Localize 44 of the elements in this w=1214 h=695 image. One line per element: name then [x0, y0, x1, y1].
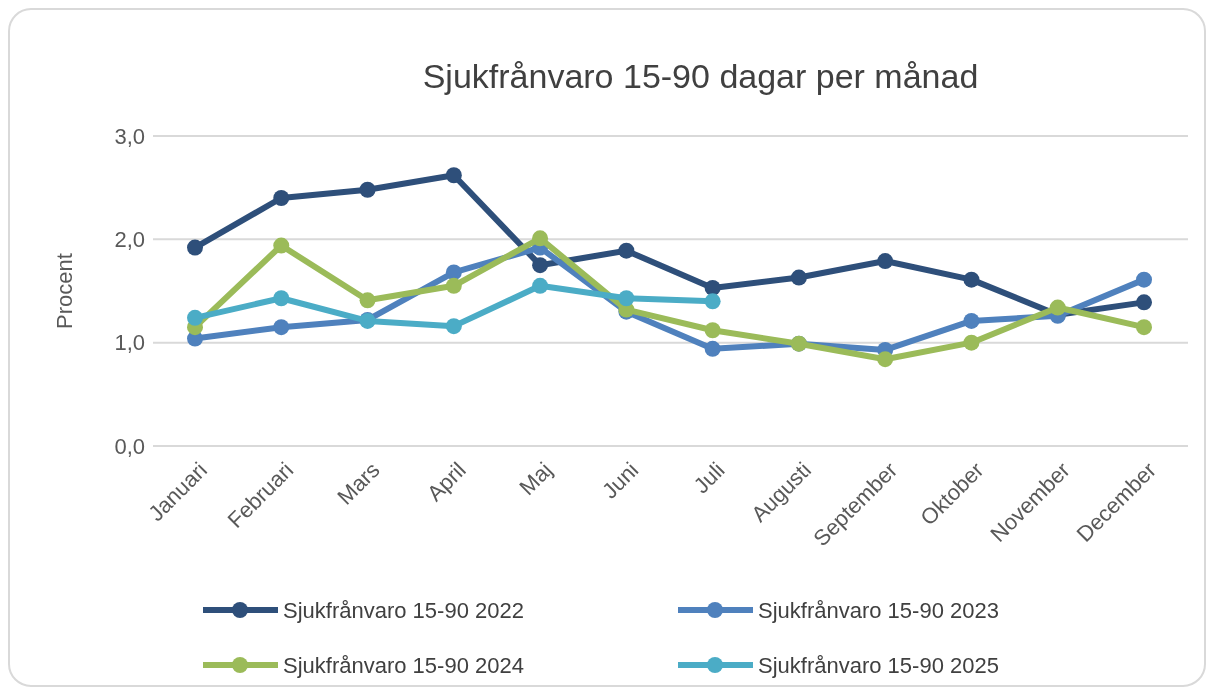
- point: [273, 190, 290, 206]
- y-tick-label: 3,0: [114, 123, 145, 149]
- point: [1136, 271, 1152, 288]
- x-tick-label: Juni: [597, 457, 644, 504]
- point: [445, 167, 462, 184]
- point: [532, 277, 549, 294]
- point: [273, 319, 290, 336]
- y-tick-label: 1,0: [114, 330, 145, 356]
- point: [359, 181, 376, 198]
- point: [1136, 319, 1152, 336]
- point: [963, 312, 980, 329]
- point: [790, 269, 807, 286]
- point: [445, 277, 462, 294]
- point: [704, 293, 721, 310]
- point: [704, 279, 721, 296]
- point: [532, 230, 549, 247]
- point: [359, 292, 376, 309]
- y-tick-label: 2,0: [114, 227, 145, 253]
- point: [877, 253, 894, 270]
- legend-label: Sjukfrånvaro 15-90 2024: [283, 652, 524, 678]
- x-tick-label: Maj: [514, 457, 558, 501]
- point: [704, 340, 721, 357]
- chart-title: Sjukfrånvaro 15-90 dagar per månad: [422, 57, 979, 95]
- point: [273, 290, 290, 307]
- legend-label: Sjukfrånvaro 15-90 2025: [758, 652, 999, 678]
- point: [704, 322, 721, 339]
- point: [963, 271, 980, 288]
- point: [963, 334, 980, 351]
- y-axis-title: Procent: [52, 253, 77, 329]
- point: [1049, 299, 1066, 316]
- point: [187, 239, 203, 256]
- point: [877, 351, 894, 368]
- point: [445, 264, 462, 281]
- point: [273, 237, 290, 254]
- legend-label: Sjukfrånvaro 15-90 2022: [283, 597, 524, 623]
- point: [618, 290, 635, 307]
- point: [445, 318, 462, 335]
- point: [532, 257, 549, 274]
- legend-label: Sjukfrånvaro 15-90 2023: [758, 597, 999, 623]
- point: [187, 309, 203, 326]
- x-tick-label: Juli: [688, 457, 730, 499]
- point: [1136, 294, 1152, 311]
- point: [618, 242, 635, 259]
- y-tick-label: 0,0: [114, 433, 145, 459]
